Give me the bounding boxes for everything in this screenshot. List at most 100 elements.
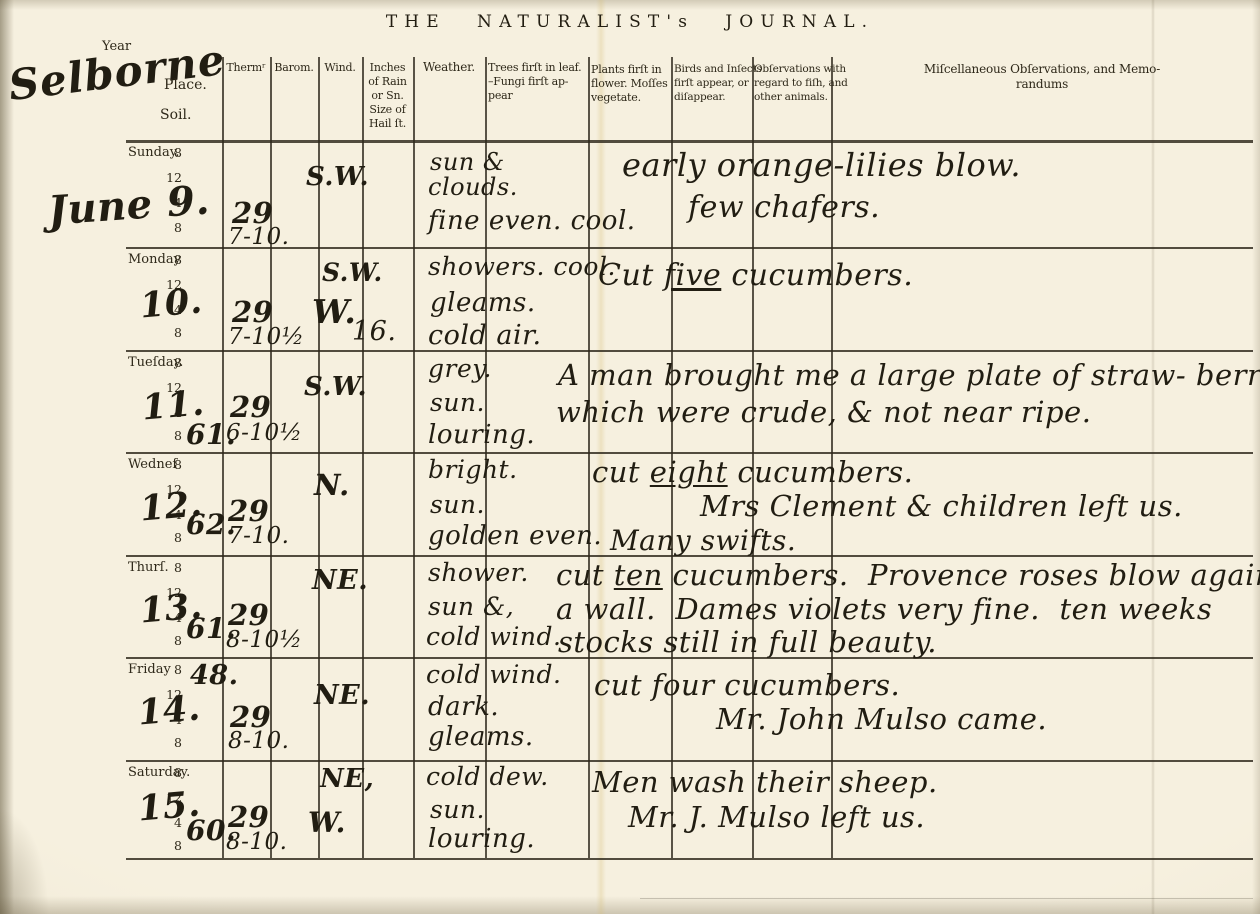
note-line: A man brought me a large plate of straw-… [558, 358, 1260, 392]
wind-value: S.W. [304, 372, 368, 402]
table-horizontal-rule [126, 452, 1253, 454]
note-text: Many swifts. [610, 524, 797, 557]
wind-value: NE. [312, 565, 369, 596]
note-line: Many swifts. [610, 524, 796, 557]
barometer-value: 6-10½ [226, 420, 303, 446]
wind-value: W. [308, 806, 346, 839]
note-line: few chafers. [688, 190, 880, 225]
wind-value: W. [312, 292, 357, 331]
thermometer-value: 62. [186, 508, 237, 541]
day-label: Tueſday. [128, 355, 184, 370]
time-label: 8 [174, 457, 182, 472]
paper-crease [596, 0, 606, 914]
time-label: 8 [174, 765, 182, 780]
journal-title: THE NATURALIST's JOURNAL. [385, 12, 875, 32]
weather-line: cold wind. [426, 622, 562, 651]
thermometer-value: 60. [186, 814, 237, 847]
table-vertical-rule [222, 57, 224, 858]
barometer-value: 29 [228, 800, 270, 834]
table-vertical-rule [413, 57, 415, 858]
note-text: Mr. J. Mulso left us. [628, 800, 926, 834]
note-underlined: eight [649, 455, 728, 489]
barometer-value: 7-10. [228, 523, 290, 549]
weather-line: sun. [430, 795, 485, 824]
note-text: early orange-lilies blow. [622, 146, 1021, 184]
time-label: 12 [166, 380, 182, 395]
note-text: which were crude, & not near ripe. [556, 395, 1092, 429]
note-underlined: ten [613, 558, 663, 592]
note-text: cucumbers. [721, 258, 914, 293]
time-label: 8 [174, 325, 182, 340]
note-text: cut four cucumbers. [594, 668, 901, 702]
table-vertical-rule [362, 57, 364, 858]
table-horizontal-rule [126, 858, 1253, 861]
time-label: 8 [174, 145, 182, 160]
note-line: which were crude, & not near ripe. [556, 395, 1091, 429]
time-label: 4 [174, 302, 182, 317]
time-label: 4 [174, 815, 182, 830]
barometer-value: 29 [228, 598, 270, 632]
weather-line: cold dew. [426, 762, 549, 791]
weather-line: louring. [428, 420, 536, 450]
day-label: Wedneſ [128, 457, 178, 472]
weather-line: louring. [428, 824, 536, 854]
note-text: cucumbers. Provence roses blow against [662, 558, 1260, 592]
time-label: 4 [174, 195, 182, 210]
day-label: Friday [128, 662, 171, 677]
note-text: few chafers. [688, 190, 881, 225]
weather-line: sun. [430, 388, 485, 417]
note-line: a wall. Dames violets very fine. ten wee… [556, 592, 1212, 626]
note-text: cucumbers. [727, 455, 914, 489]
day-label: Monday [128, 252, 181, 267]
table-horizontal-rule [126, 350, 1253, 352]
note-text: Cut [598, 258, 664, 293]
note-line: Mr. J. Mulso left us. [628, 800, 925, 834]
time-label: 12 [166, 277, 182, 292]
date-numeral: June 9. [46, 176, 212, 235]
col-header-thermometer: Thermʳ [226, 61, 266, 74]
thermometer-value: 61. [186, 612, 237, 645]
weather-line: clouds. [428, 173, 518, 201]
table-vertical-rule [270, 57, 272, 858]
note-line: cut eight cucumbers. [592, 455, 913, 489]
date-numeral: 14. [136, 687, 203, 734]
barometer-value: 29 [232, 295, 274, 329]
note-line: Mrs Clement & children left us. [700, 489, 1183, 523]
weather-line: showers. cool. [428, 252, 616, 281]
note-line: cut ten cucumbers. Provence roses blow a… [556, 558, 1260, 592]
time-label: 4 [174, 610, 182, 625]
note-text: cut [592, 455, 650, 489]
note-text: cut [556, 558, 614, 592]
day-label: Sunday. [128, 145, 180, 160]
day-label: Thurſ. [128, 560, 169, 575]
note-text: Men wash their sheep. [592, 765, 938, 799]
weather-line: gleams. [430, 288, 536, 318]
wind-value: NE. [314, 680, 371, 711]
time-label: 8 [174, 838, 182, 853]
weather-line: grey. [428, 354, 492, 383]
date-numeral: 10. [138, 280, 205, 327]
time-label: 12 [166, 790, 182, 805]
thermometer-value: 61. [186, 418, 237, 451]
thermometer-value: 48. [190, 660, 239, 691]
day-label: Saturday. [128, 765, 191, 780]
time-label: 8 [174, 735, 182, 750]
barometer-value: 7-10. [228, 224, 290, 250]
note-underlined: five [663, 258, 722, 293]
weather-line: golden even. [428, 521, 603, 551]
note-line: Cut five cucumbers. [598, 258, 913, 293]
col-header-barometer: Barom. [274, 61, 314, 74]
time-label: 8 [174, 662, 182, 677]
table-vertical-rule [831, 57, 833, 858]
col-header-wind: Wind. [324, 61, 356, 74]
time-label: 8 [174, 560, 182, 575]
table-horizontal-rule [126, 657, 1253, 660]
weather-line: bright. [428, 455, 518, 484]
barometer-value: 8-10. [226, 829, 288, 855]
table-vertical-rule [485, 57, 487, 858]
time-label: 12 [166, 687, 182, 702]
note-text: Mrs Clement & children left us. [700, 489, 1183, 523]
weather-line: shower. [428, 558, 529, 587]
table-horizontal-rule [126, 247, 1253, 249]
